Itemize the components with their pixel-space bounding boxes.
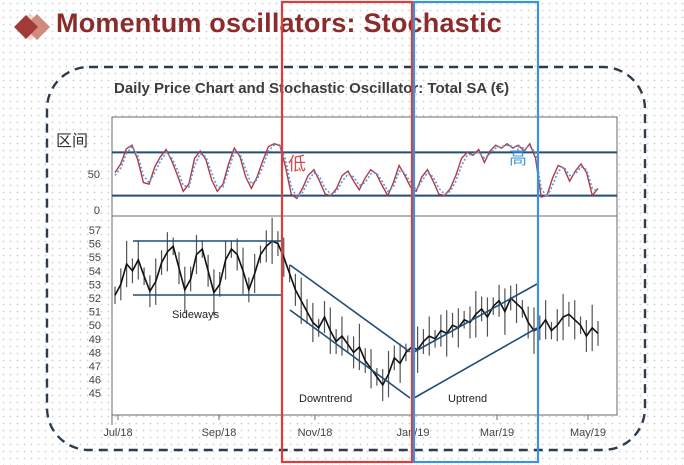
channel-uptrend-lower [413,327,538,399]
annotation-low: 低 [288,154,306,175]
price-tick-label: 45 [89,388,101,400]
stoch-tick-label: 50 [88,169,100,181]
price-tick-label: 57 [89,225,101,237]
x-tick-label: Mar/19 [480,427,514,439]
channel-downtrend-lower [289,309,411,399]
x-tick-label: May/19 [570,427,606,439]
channel-downtrend-upper [289,264,411,353]
stochastic-ylabel: 区间 [56,131,88,150]
price-tick-label: 49 [89,334,101,346]
slide-title: Momentum oscillators: Stochastic [56,8,502,38]
dashed-rounded-frame [45,65,647,452]
x-tick-label: Jul/18 [103,427,132,439]
price-tick-label: 55 [89,252,101,264]
price-line [114,239,599,387]
annotation-high: 高 [509,148,527,169]
chart-title: Daily Price Chart and Stochastic Oscilla… [114,80,510,97]
price-tick-label: 56 [89,239,101,251]
channel-uptrend-upper [413,283,538,353]
trend-label: Downtrend [299,393,352,405]
stochastic-k-line [114,142,599,200]
trend-label: Uptrend [448,393,487,405]
price-tick-label: 51 [89,307,101,319]
price-tick-label: 47 [89,361,101,373]
trend-label: Sideways [172,309,220,321]
price-tick-label: 50 [89,320,101,332]
price-tick-label: 46 [89,375,101,387]
highlight-box-blue [412,0,540,464]
price-tick-label: 52 [89,293,101,305]
stochastic-d-line [114,144,599,199]
x-tick-label: Sep/18 [202,427,237,439]
price-tick-label: 53 [89,279,101,291]
x-tick-label: Nov/18 [298,427,333,439]
stoch-tick-label: 0 [94,205,100,217]
highlight-box-red [280,0,414,464]
price-tick-label: 54 [89,266,101,278]
price-tick-label: 48 [89,347,101,359]
